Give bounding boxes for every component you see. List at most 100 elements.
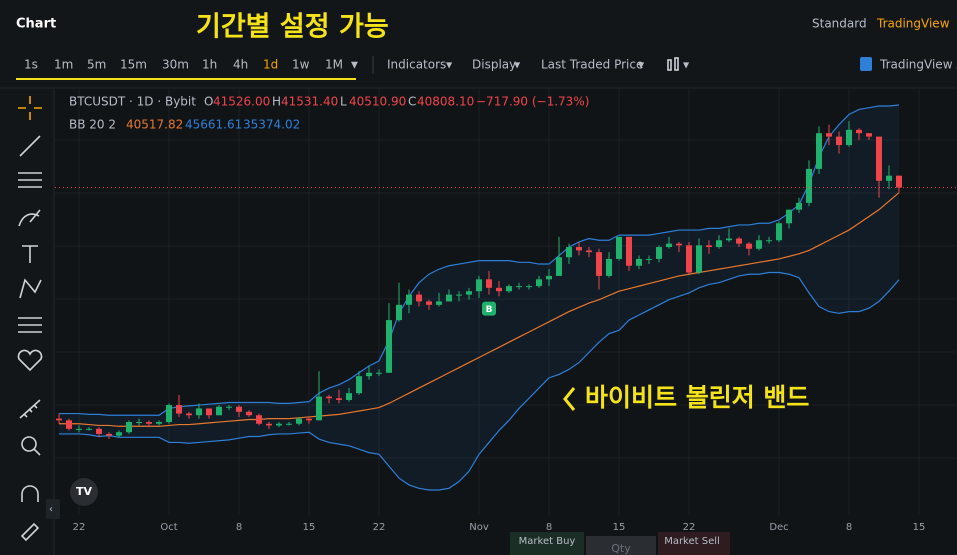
tv-icon[interactable]	[860, 57, 872, 71]
candle-body	[326, 396, 332, 399]
x-tick-label: 15	[613, 522, 626, 533]
candle-body	[196, 408, 202, 416]
qty-input[interactable]	[586, 536, 656, 555]
zoom-handle	[33, 448, 41, 456]
candle-body	[596, 252, 602, 276]
zoom-tool[interactable]	[21, 436, 37, 452]
candle-body	[736, 238, 742, 244]
market-buy-button[interactable]	[510, 532, 584, 555]
candle-body	[826, 133, 832, 137]
interval-option[interactable]: 1w	[292, 58, 310, 72]
line-tool[interactable]	[19, 135, 41, 157]
candle-body	[416, 294, 422, 302]
text-tool[interactable]	[22, 245, 38, 263]
menu-indicators[interactable]: Indicators	[387, 58, 446, 72]
candle-body	[356, 376, 362, 394]
candle-body	[756, 240, 762, 249]
candle-body	[586, 250, 592, 253]
interval-option[interactable]: 4h	[233, 58, 248, 72]
interval-option[interactable]: 1m	[54, 58, 73, 72]
candle-body	[626, 236, 632, 266]
candle-body	[576, 247, 582, 251]
candle-body	[116, 432, 122, 436]
drawing-tools	[17, 96, 43, 542]
candle-body	[126, 422, 132, 433]
tv-button[interactable]: TradingView A	[879, 58, 957, 72]
menu-price[interactable]: Last Traded Price	[541, 58, 643, 72]
dropdown-arrow: ▼	[514, 61, 521, 70]
interval-option[interactable]: 1d	[263, 58, 278, 72]
ohlc-value: 40808.10	[417, 95, 474, 109]
annotation: 기간별 설정 가능	[196, 12, 389, 43]
candle-body	[566, 247, 572, 258]
candle-body	[86, 428, 92, 430]
ohlc-value: 41531.40	[281, 95, 338, 109]
brush-tool[interactable]	[18, 209, 41, 227]
ohlc-legend: O 41526.00 H 41531.40 L 40510.90 C 40808.10	[204, 95, 474, 109]
interval-option[interactable]: 5m	[87, 58, 106, 72]
candle-body	[316, 396, 322, 421]
qty-label: Qty	[611, 542, 631, 555]
view-tradingview[interactable]: TradingView	[876, 17, 950, 31]
candle-body	[796, 202, 802, 210]
candle-body	[676, 243, 682, 246]
interval-option[interactable]: 30m	[162, 58, 189, 72]
change: −717.90 (−1.73%)	[476, 95, 589, 109]
collapse-arrow: ‹	[49, 504, 53, 515]
candle-body	[786, 209, 792, 224]
candle-body	[96, 428, 102, 434]
forecast-tool[interactable]	[18, 317, 42, 333]
x-tick-label: 22	[73, 522, 86, 533]
x-tick-label: 15	[913, 522, 926, 533]
candle-body	[426, 301, 432, 305]
candle-body	[496, 287, 502, 292]
annotation-arrow	[563, 387, 576, 411]
interval-menu: 1s 1m 5m 15m 30m 1h 4h 1d 1w 1M	[24, 58, 343, 72]
candle-type-icon[interactable]: ▼	[667, 57, 690, 71]
x-tick-label: Nov	[469, 522, 489, 533]
ruler-tool[interactable]	[19, 399, 41, 419]
x-tick-label: 8	[236, 522, 242, 533]
candle-body	[266, 423, 272, 426]
panel-title: Chart	[16, 17, 56, 32]
market-sell-button[interactable]	[658, 532, 730, 555]
interval-option[interactable]: 1s	[24, 58, 38, 72]
candle-body	[366, 372, 372, 377]
candle-body	[526, 286, 532, 288]
candle-body	[166, 405, 172, 423]
candle-body	[636, 258, 642, 266]
pattern-tool[interactable]	[19, 278, 42, 299]
plot-area: 22 Oct 8 15 22 Nov 8 15 22 Dec 8 15 B	[55, 89, 957, 533]
tv-logo	[70, 478, 98, 506]
more-arrow[interactable]: ▼	[351, 61, 358, 71]
candle-body	[106, 433, 112, 436]
magnet-tool[interactable]	[21, 485, 39, 502]
candle-body	[236, 406, 242, 412]
candle-body	[546, 275, 552, 280]
interval-option[interactable]: 15m	[120, 58, 147, 72]
candle-body	[136, 422, 142, 424]
candle-body	[176, 405, 182, 414]
interval-option[interactable]: 1h	[202, 58, 217, 72]
interval-option[interactable]: 1M	[325, 58, 343, 72]
menu-display[interactable]: Display	[472, 58, 516, 72]
candle-body	[696, 245, 702, 273]
candle-body	[846, 129, 852, 146]
view-standard[interactable]: Standard	[812, 17, 867, 31]
candle-body	[506, 286, 512, 292]
candle-body	[396, 304, 402, 321]
svg-text:▼: ▼	[683, 61, 690, 70]
lock-tool[interactable]	[20, 522, 40, 542]
candle-body	[476, 279, 482, 292]
favorite-tool[interactable]	[17, 349, 43, 372]
candle-body	[226, 406, 232, 408]
candle-body	[346, 393, 352, 400]
collapse-button[interactable]	[46, 499, 60, 519]
candle-body	[146, 422, 152, 424]
candle-body	[436, 301, 442, 305]
bb-upper-value: 45661.61	[185, 118, 242, 132]
crosshair-tool[interactable]	[18, 96, 42, 120]
fib-tool[interactable]	[18, 172, 42, 188]
candle-body	[336, 398, 342, 400]
